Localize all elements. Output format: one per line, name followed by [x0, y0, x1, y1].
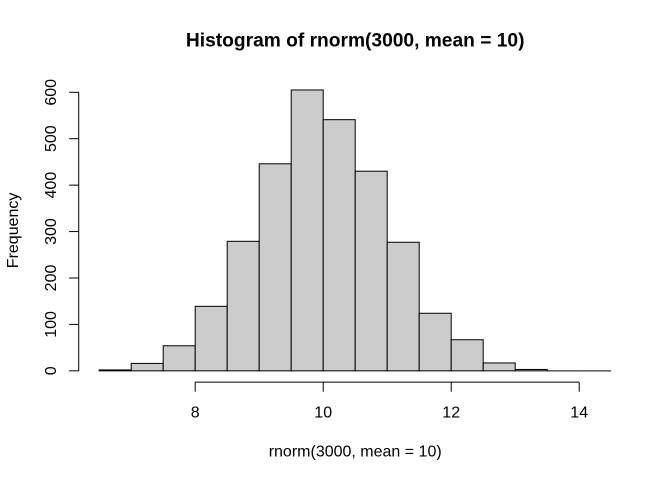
svg-text:600: 600	[43, 79, 60, 106]
svg-text:Frequency: Frequency	[5, 193, 22, 269]
svg-text:rnorm(3000, mean = 10): rnorm(3000, mean = 10)	[269, 444, 442, 461]
svg-text:400: 400	[43, 172, 60, 199]
svg-text:200: 200	[43, 265, 60, 292]
svg-text:0: 0	[43, 366, 60, 375]
svg-text:300: 300	[43, 218, 60, 245]
svg-text:12: 12	[442, 405, 460, 422]
svg-text:8: 8	[191, 405, 200, 422]
svg-text:100: 100	[43, 311, 60, 338]
svg-text:Histogram of rnorm(3000, mean: Histogram of rnorm(3000, mean = 10)	[186, 31, 525, 52]
svg-text:10: 10	[314, 405, 332, 422]
svg-text:14: 14	[570, 405, 588, 422]
svg-text:500: 500	[43, 125, 60, 152]
